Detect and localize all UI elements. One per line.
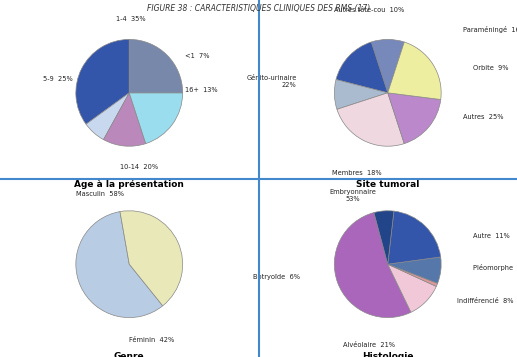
Wedge shape <box>388 211 440 264</box>
Title: Genre: Genre <box>114 352 145 357</box>
Text: 16+  13%: 16+ 13% <box>185 87 217 93</box>
Text: Génito-urinaire
22%: Génito-urinaire 22% <box>246 75 297 88</box>
Title: Site tumoral: Site tumoral <box>356 180 419 190</box>
Text: FIGURE 38 : CARACTERISTIQUES CLINIQUES DES RMS (17): FIGURE 38 : CARACTERISTIQUES CLINIQUES D… <box>147 4 370 12</box>
Text: Alvéolaire  21%: Alvéolaire 21% <box>343 342 395 348</box>
Wedge shape <box>388 257 441 283</box>
Wedge shape <box>76 212 163 318</box>
Wedge shape <box>120 211 183 306</box>
Wedge shape <box>129 93 183 144</box>
Text: <1  7%: <1 7% <box>185 54 209 59</box>
Text: Indifférencié  8%: Indifférencié 8% <box>457 298 513 303</box>
Text: Membres  18%: Membres 18% <box>331 170 381 176</box>
Title: Age à la présentation: Age à la présentation <box>74 180 184 190</box>
Text: 10-14  20%: 10-14 20% <box>119 164 158 170</box>
Text: Pléomorphe  1%: Pléomorphe 1% <box>473 264 517 271</box>
Wedge shape <box>86 93 129 140</box>
Text: 5-9  25%: 5-9 25% <box>42 76 72 82</box>
Text: Féminin  42%: Féminin 42% <box>129 337 174 343</box>
Wedge shape <box>388 264 436 312</box>
Title: Histologie: Histologie <box>362 352 414 357</box>
Text: Autre  11%: Autre 11% <box>473 233 509 239</box>
Text: Autres tête-cou  10%: Autres tête-cou 10% <box>334 7 404 13</box>
Wedge shape <box>129 39 183 93</box>
Wedge shape <box>388 93 440 144</box>
Wedge shape <box>336 42 388 93</box>
Text: Masculin  58%: Masculin 58% <box>76 191 124 197</box>
Wedge shape <box>337 93 404 146</box>
Wedge shape <box>388 42 441 100</box>
Wedge shape <box>76 39 129 124</box>
Text: Autres  25%: Autres 25% <box>463 114 504 120</box>
Wedge shape <box>103 93 146 146</box>
Wedge shape <box>334 212 411 318</box>
Wedge shape <box>334 80 388 109</box>
Text: Botryoïde  6%: Botryoïde 6% <box>253 274 300 280</box>
Text: 1-4  35%: 1-4 35% <box>116 16 145 22</box>
Wedge shape <box>374 211 394 264</box>
Wedge shape <box>371 39 404 93</box>
Text: Embryonnaire
53%: Embryonnaire 53% <box>330 188 376 202</box>
Text: Orbite  9%: Orbite 9% <box>473 65 508 71</box>
Text: Paraméningé  16%: Paraméningé 16% <box>463 26 517 34</box>
Wedge shape <box>388 264 437 286</box>
